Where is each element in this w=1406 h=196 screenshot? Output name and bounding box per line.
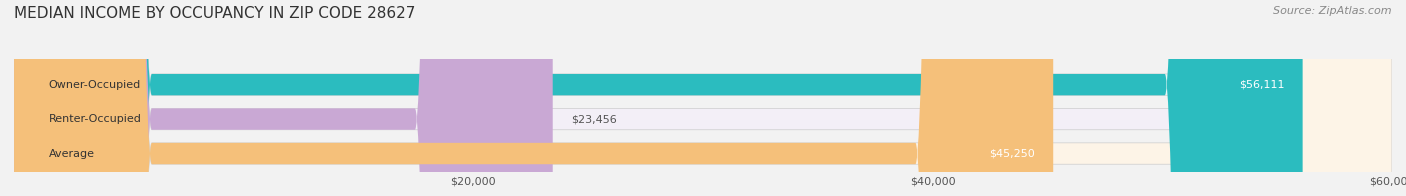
Text: $23,456: $23,456: [571, 114, 617, 124]
Text: MEDIAN INCOME BY OCCUPANCY IN ZIP CODE 28627: MEDIAN INCOME BY OCCUPANCY IN ZIP CODE 2…: [14, 6, 415, 21]
FancyBboxPatch shape: [14, 0, 1392, 196]
Text: Average: Average: [48, 149, 94, 159]
FancyBboxPatch shape: [14, 0, 1302, 196]
Text: Renter-Occupied: Renter-Occupied: [48, 114, 142, 124]
FancyBboxPatch shape: [14, 0, 1392, 196]
Text: Source: ZipAtlas.com: Source: ZipAtlas.com: [1274, 6, 1392, 16]
Text: $45,250: $45,250: [988, 149, 1035, 159]
FancyBboxPatch shape: [14, 0, 1392, 196]
FancyBboxPatch shape: [14, 0, 553, 196]
FancyBboxPatch shape: [14, 0, 1053, 196]
Text: Owner-Occupied: Owner-Occupied: [48, 80, 141, 90]
Text: $56,111: $56,111: [1239, 80, 1284, 90]
